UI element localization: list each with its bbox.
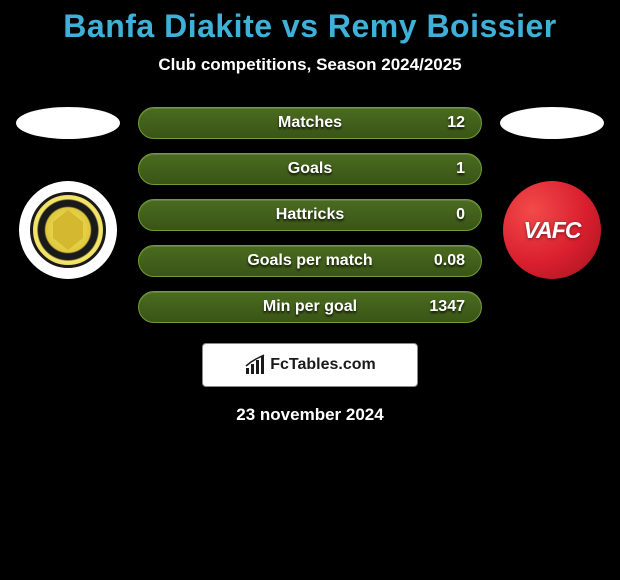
stat-value: 1 [456, 160, 465, 178]
source-badge[interactable]: FcTables.com [202, 343, 418, 387]
club-logo-right: VAFC [503, 181, 601, 279]
left-column [16, 107, 120, 279]
stat-value: 1347 [429, 298, 465, 316]
right-column: VAFC [500, 107, 604, 279]
stat-label: Matches [278, 114, 342, 132]
subtitle: Club competitions, Season 2024/2025 [0, 55, 620, 75]
player-photo-left [16, 107, 120, 139]
stat-label: Goals per match [247, 252, 372, 270]
stat-row-hattricks: Hattricks 0 [138, 199, 482, 231]
stat-label: Goals [288, 160, 332, 178]
stats-list: Matches 12 Goals 1 Hattricks 0 Goals per… [138, 107, 482, 323]
page-title: Banfa Diakite vs Remy Boissier [0, 8, 620, 45]
club-logo-left [19, 181, 117, 279]
infographic-root: Banfa Diakite vs Remy Boissier Club comp… [0, 0, 620, 425]
stat-row-matches: Matches 12 [138, 107, 482, 139]
stat-row-min-per-goal: Min per goal 1347 [138, 291, 482, 323]
player-photo-right [500, 107, 604, 139]
stat-row-goals: Goals 1 [138, 153, 482, 185]
chart-icon [244, 354, 266, 376]
stat-value: 0.08 [434, 252, 465, 270]
date-text: 23 november 2024 [0, 405, 620, 425]
stat-label: Hattricks [276, 206, 344, 224]
stat-label: Min per goal [263, 298, 357, 316]
club-logo-left-inner [30, 192, 106, 268]
club-logo-right-text: VAFC [524, 217, 581, 244]
source-badge-text: FcTables.com [270, 356, 376, 374]
stat-row-goals-per-match: Goals per match 0.08 [138, 245, 482, 277]
stat-value: 12 [447, 114, 465, 132]
stat-value: 0 [456, 206, 465, 224]
main-row: Matches 12 Goals 1 Hattricks 0 Goals per… [0, 107, 620, 323]
